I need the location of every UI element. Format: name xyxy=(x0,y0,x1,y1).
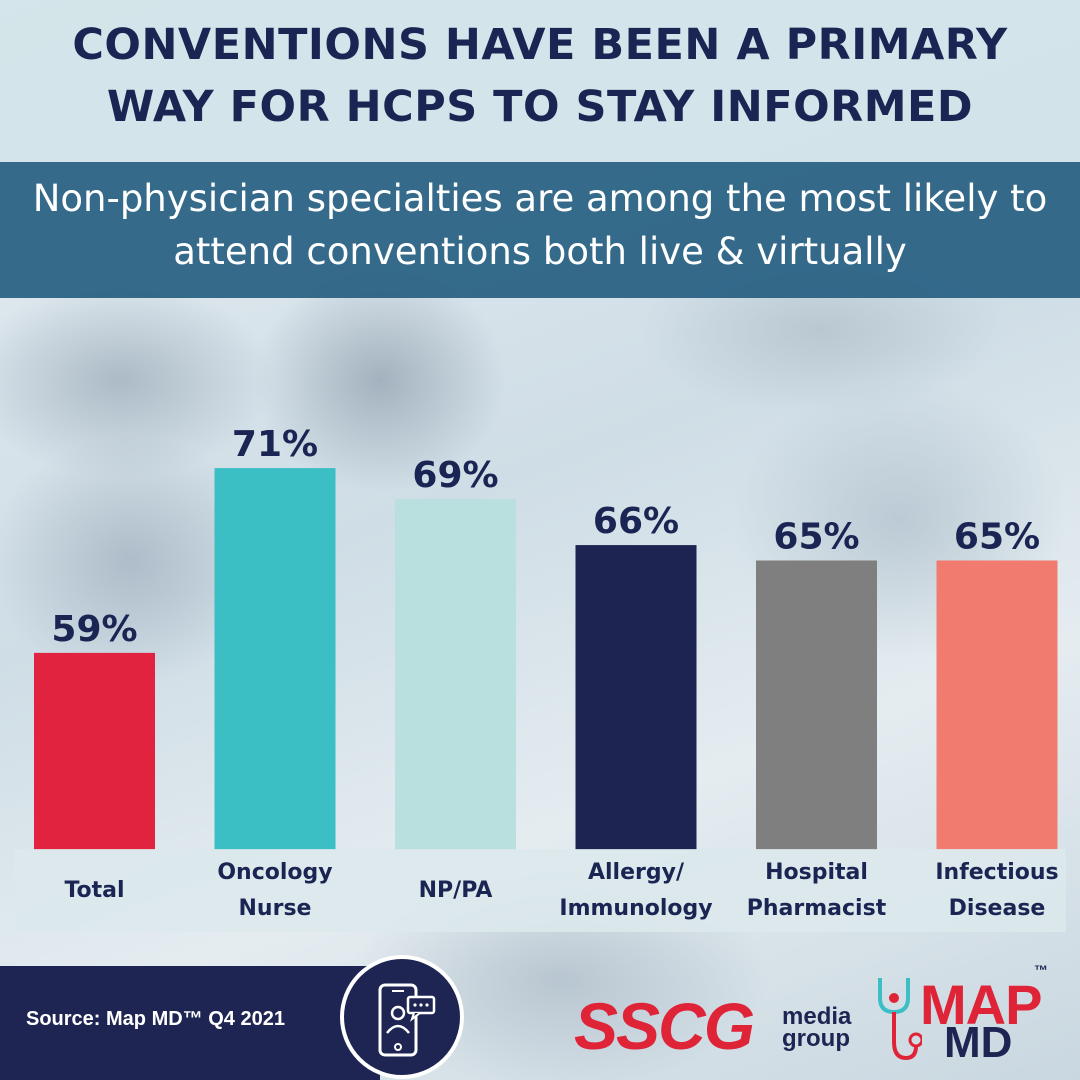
category-label-2: NP/PA xyxy=(418,877,493,903)
sscg-logo-media: media xyxy=(782,1003,852,1030)
map-md-logo-md: MD xyxy=(944,1018,1013,1067)
trademark-mark: ™ xyxy=(1034,962,1048,978)
source-box xyxy=(0,966,380,1080)
map-md-logo: MAP MD ™ xyxy=(872,962,1062,1072)
stethoscope-icon xyxy=(878,978,922,1061)
bar-value-label-2: 69% xyxy=(412,455,498,496)
category-label-3: Allergy/ Immunology xyxy=(559,859,713,921)
category-label-1: Oncology Nurse xyxy=(217,859,333,921)
bar-value-label-5: 65% xyxy=(954,516,1040,557)
bar-chart: 59% 71% 69% 66% 65% 65% xyxy=(34,424,1058,850)
category-label-4: Hospital Pharmacist xyxy=(746,859,887,921)
sscg-logo-wordmark: SSCG xyxy=(574,989,755,1063)
sscg-logo-group: group xyxy=(782,1025,850,1052)
bar-1 xyxy=(214,468,336,850)
category-label-0: Total xyxy=(64,877,125,903)
category-label-5: Infectious Disease xyxy=(935,859,1059,921)
title-banner xyxy=(0,0,1080,162)
category-label-band xyxy=(14,849,1066,932)
sscg-logo-subtext: media group xyxy=(782,1003,852,1052)
page-title: CONVENTIONS HAVE BEEN A PRIMARY WAY FOR … xyxy=(72,20,1008,132)
bar-5 xyxy=(936,560,1058,850)
bar-value-label-4: 65% xyxy=(773,516,859,557)
map-md-logo-map: MAP xyxy=(920,973,1042,1036)
mobile-chat-icon xyxy=(378,983,436,1057)
bar-value-label-0: 59% xyxy=(51,609,137,650)
bar-0 xyxy=(34,652,155,850)
bar-2 xyxy=(395,498,516,850)
subtitle-banner xyxy=(0,162,1080,298)
bar-4 xyxy=(756,560,877,850)
bar-value-label-3: 66% xyxy=(593,501,679,542)
bar-3 xyxy=(575,545,697,850)
sscg-media-group-logo: SSCG media group xyxy=(574,990,874,1070)
page-subtitle: Non-physician specialties are among the … xyxy=(32,177,1048,273)
bar-value-label-1: 71% xyxy=(232,424,318,465)
phone-badge xyxy=(340,955,464,1079)
source-note: Source: Map MD™ Q4 2021 xyxy=(26,1008,285,1030)
